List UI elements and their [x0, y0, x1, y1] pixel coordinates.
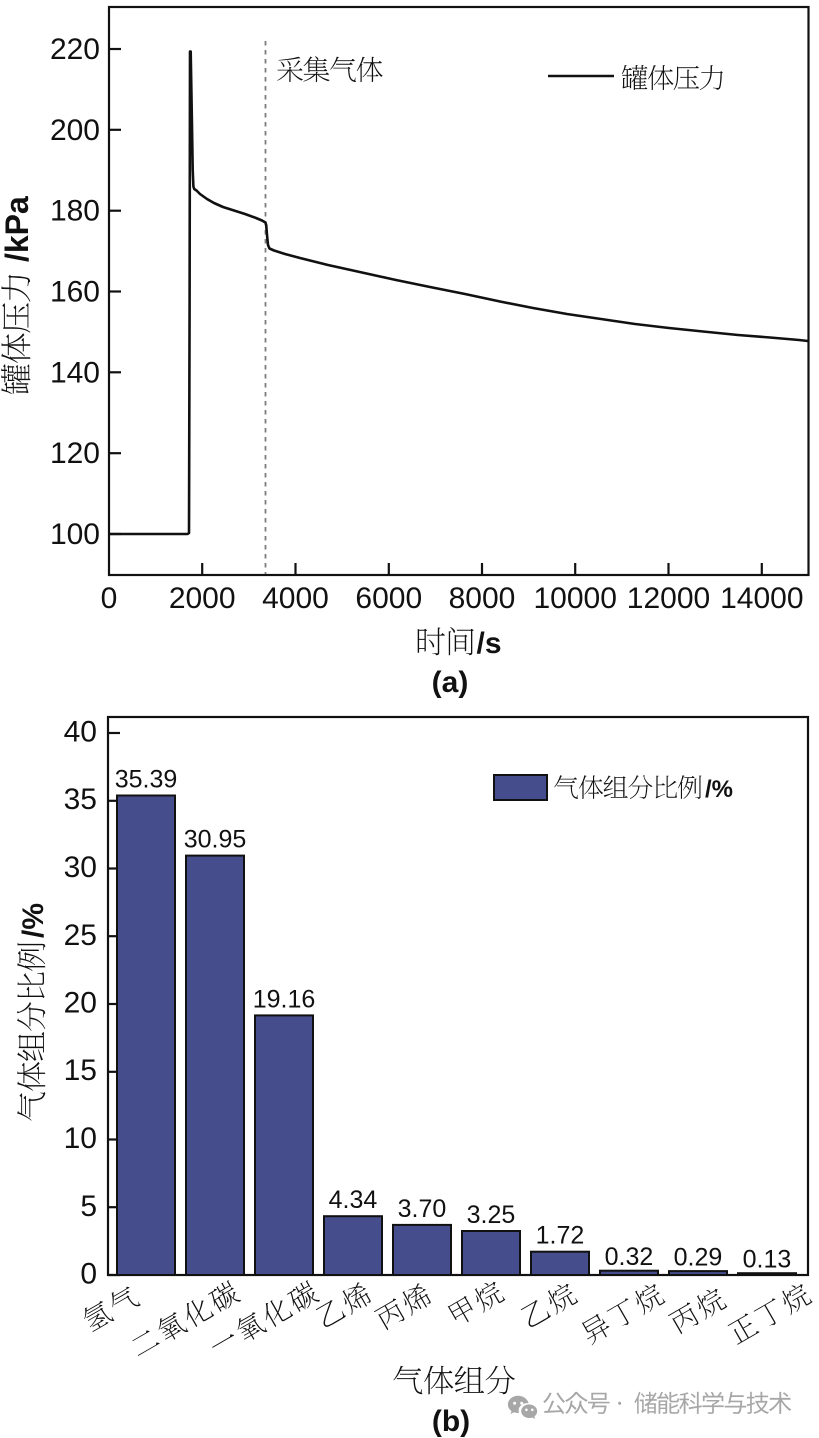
- svg-text:/%: /%: [17, 903, 50, 938]
- svg-text:10000: 10000: [533, 582, 616, 615]
- svg-text:180: 180: [50, 195, 100, 228]
- svg-text:8000: 8000: [449, 582, 516, 615]
- svg-text:0.13: 0.13: [743, 1246, 792, 1274]
- svg-text:19.16: 19.16: [253, 985, 316, 1013]
- svg-text:0: 0: [101, 582, 118, 615]
- svg-text:30: 30: [64, 851, 97, 884]
- svg-text:200: 200: [50, 114, 100, 147]
- svg-text:10: 10: [64, 1122, 97, 1155]
- svg-text:3.25: 3.25: [467, 1201, 516, 1229]
- svg-text:(a): (a): [432, 666, 469, 699]
- svg-text:(b): (b): [432, 1405, 470, 1438]
- svg-text:35: 35: [64, 783, 97, 816]
- svg-text:35.39: 35.39: [115, 766, 178, 794]
- svg-text:160: 160: [50, 276, 100, 309]
- svg-text:6000: 6000: [355, 582, 422, 615]
- svg-text:100: 100: [50, 518, 100, 551]
- svg-text:/s: /s: [477, 627, 502, 660]
- svg-text:12000: 12000: [627, 582, 710, 615]
- svg-text:0.29: 0.29: [674, 1244, 723, 1272]
- svg-text:120: 120: [50, 437, 100, 470]
- svg-text:2000: 2000: [169, 582, 236, 615]
- svg-text:/%: /%: [705, 776, 733, 803]
- svg-text:0: 0: [80, 1258, 97, 1291]
- svg-text:40: 40: [64, 716, 97, 749]
- svg-text:14000: 14000: [720, 582, 803, 615]
- svg-text:1.72: 1.72: [536, 1222, 585, 1250]
- svg-text:5: 5: [80, 1190, 97, 1223]
- svg-text:/kPa: /kPa: [0, 196, 35, 262]
- svg-text:140: 140: [50, 356, 100, 389]
- svg-text:30.95: 30.95: [184, 826, 247, 854]
- svg-text:20: 20: [64, 987, 97, 1020]
- svg-text:3.70: 3.70: [398, 1195, 447, 1223]
- svg-text:220: 220: [50, 33, 100, 66]
- svg-text:4000: 4000: [262, 582, 329, 615]
- svg-text:4.34: 4.34: [329, 1186, 378, 1214]
- svg-text:25: 25: [64, 919, 97, 952]
- svg-text:15: 15: [64, 1054, 97, 1087]
- svg-text:0.32: 0.32: [605, 1243, 654, 1271]
